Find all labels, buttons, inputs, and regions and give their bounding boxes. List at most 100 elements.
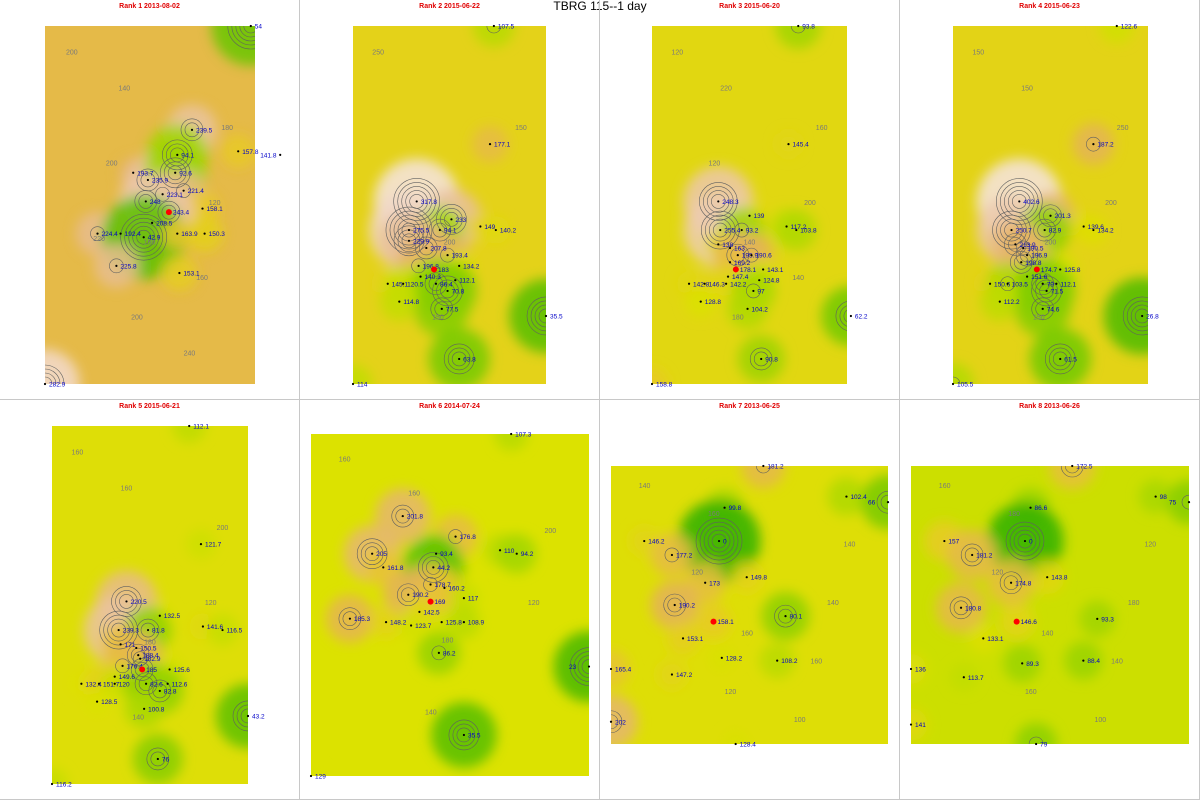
panel-title: Rank 2 2015-06-22: [419, 3, 480, 10]
contour-line: [436, 279, 459, 303]
heatmap-svg: 150 200 250 150 200 150 122.6 187.2 402.6 201.3 25…: [951, 24, 1159, 389]
station-value-label: 141.8: [260, 152, 277, 159]
station-marker: [176, 232, 179, 235]
station-value-label: 213.9: [1019, 242, 1036, 249]
contour-label: 150: [1021, 85, 1033, 92]
heatmap-cell: [45, 349, 80, 384]
station-value-label: 202: [615, 719, 626, 726]
contour-line: [124, 217, 163, 257]
station-marker: [462, 597, 465, 600]
station-value-label: 177.1: [494, 142, 511, 149]
station-marker: [673, 603, 676, 607]
contour-label: 250: [1117, 125, 1129, 132]
contour-label: 160: [810, 658, 822, 665]
figure-title: TBRG 115--1 day: [553, 0, 647, 13]
contour-line: [132, 225, 155, 249]
contour-line: [136, 618, 160, 642]
station-value-label: 112.1: [459, 278, 475, 285]
station-marker: [407, 239, 411, 242]
station-value-label: 239.3: [123, 628, 140, 635]
contour-line: [1005, 521, 1045, 561]
contour-line: [130, 647, 146, 663]
station-value-label: 71.5: [1051, 288, 1064, 295]
station-marker: [454, 535, 457, 538]
contour-line: [1013, 529, 1037, 553]
station-value-label: 128.8: [705, 299, 722, 306]
contour-line: [240, 708, 248, 724]
station-value-label: 255.4: [724, 228, 741, 235]
heatmap-field: 160 180 200 140 120 160: [311, 434, 589, 776]
station-marker: [437, 651, 440, 654]
contour-line: [411, 258, 426, 274]
map-panel: Rank 3 2015-06-20 120 140 160 180 200 220 140 12…: [600, 0, 900, 400]
station-value-label: 86.6: [1035, 505, 1048, 512]
contour-label: 180: [732, 315, 744, 322]
station-marker: [142, 236, 145, 239]
target-station-marker: [1013, 618, 1020, 625]
contour-label: 220: [93, 236, 105, 243]
contour-label: 200: [444, 239, 456, 246]
station-marker: [135, 646, 138, 650]
station-marker: [670, 553, 674, 557]
contour-label: 200: [217, 525, 229, 532]
station-marker: [429, 583, 432, 586]
station-value-label: 229.9: [413, 238, 430, 245]
station-value-label: 239.5: [196, 127, 213, 134]
contour-line: [1035, 279, 1058, 303]
station-marker: [909, 667, 913, 671]
station-value-label: 151.6: [1031, 274, 1048, 281]
station-marker: [401, 514, 404, 518]
contour-line: [1048, 347, 1072, 371]
station-marker: [462, 733, 465, 737]
contour-label: 150: [432, 315, 444, 322]
station-marker: [168, 668, 171, 671]
map-panel: Rank 7 2013-06-25 140 160 140 120 140 160 160 12…: [600, 400, 900, 800]
station-marker: [450, 218, 453, 221]
station-marker: [719, 228, 722, 232]
station-value-label: 139: [754, 213, 765, 220]
station-marker: [785, 225, 788, 228]
contour-line: [440, 247, 455, 263]
station-value-label: 132.5: [164, 613, 181, 620]
contour-line: [699, 521, 739, 561]
station-value-label: 107.5: [498, 24, 515, 31]
station-marker: [1082, 659, 1085, 662]
contour-label: 160: [339, 456, 351, 463]
contour-label: 160: [144, 239, 156, 246]
station-marker: [1018, 200, 1021, 203]
station-marker: [1009, 581, 1013, 584]
station-marker: [415, 200, 418, 203]
heatmap-svg: 140 160 140 120 140 160 160 120 100 181.2 102.466 9…: [609, 464, 890, 749]
station-marker: [943, 539, 946, 543]
station-value-label: 153.1: [183, 271, 200, 278]
heatmap-field: 150 200 250 150 200 150: [953, 26, 1148, 384]
station-marker: [1096, 617, 1099, 620]
contour-line: [401, 233, 417, 249]
station-marker: [1006, 282, 1009, 285]
station-value-label: 157.8: [242, 149, 259, 156]
station-value-label: 63.8: [463, 356, 476, 363]
station-value-label: 125.8: [1064, 267, 1081, 274]
station-value-label: 158.1: [717, 619, 734, 626]
station-marker: [146, 628, 150, 632]
contour-line: [148, 679, 172, 703]
contour-line: [239, 26, 255, 38]
station-value-label: 158.1: [207, 206, 224, 213]
station-marker: [544, 314, 548, 318]
contour-line: [960, 543, 984, 567]
station-marker: [681, 637, 685, 640]
contour-label: 120: [205, 600, 217, 607]
station-value-label: 89.3: [1026, 661, 1039, 668]
station-value-label: 176.8: [460, 534, 477, 541]
station-marker: [762, 268, 765, 271]
contour-line: [1086, 136, 1101, 152]
station-value-label: 163: [734, 245, 745, 252]
heatmap-cell: [911, 708, 928, 742]
contour-line: [1035, 276, 1050, 292]
contour-line: [448, 719, 480, 751]
station-value-label: 181.2: [976, 552, 993, 559]
station-value-label: 110: [504, 548, 515, 555]
station-marker: [188, 424, 191, 428]
station-marker: [402, 282, 405, 285]
station-marker: [1092, 228, 1095, 232]
